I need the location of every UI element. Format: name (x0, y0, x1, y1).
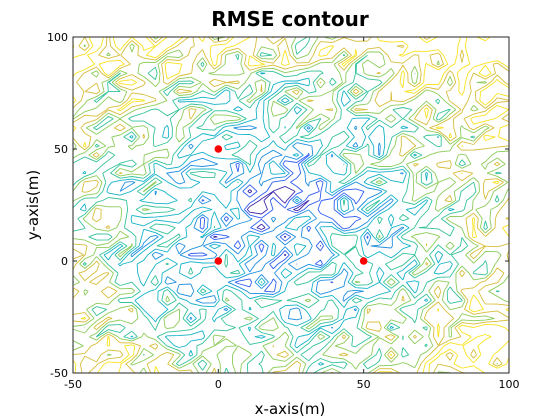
contour-level-5 (73, 37, 502, 373)
contour-level-4 (79, 72, 455, 366)
contour-level-3 (119, 125, 405, 329)
y-tick-label: 100 (47, 31, 68, 44)
x-tick-label: 50 (357, 378, 371, 391)
contour-level-1 (213, 185, 322, 257)
axis-ticks: -50 0 50 100 -50 0 50 100 (47, 31, 520, 391)
x-axis-label: x-axis(m) (255, 400, 326, 418)
x-tick-label: 100 (499, 378, 520, 391)
chart-title: RMSE contour (211, 7, 369, 31)
contour-lines (73, 37, 509, 373)
marker-point-1 (214, 145, 223, 153)
x-tick-label: 0 (215, 378, 222, 391)
y-tick-label: 0 (61, 255, 68, 268)
x-tick-label: -50 (64, 378, 82, 391)
contour-level-7 (73, 37, 509, 373)
y-tick-label: -50 (50, 367, 68, 380)
y-axis-label: y-axis(m) (24, 170, 42, 240)
marker-point-2 (214, 257, 223, 265)
marker-layer (214, 145, 368, 265)
y-tick-label: 50 (54, 143, 68, 156)
contour-level-2 (187, 153, 369, 293)
marker-point-3 (359, 257, 368, 265)
contour-level-8 (73, 37, 509, 373)
plot-frame (72, 36, 510, 374)
